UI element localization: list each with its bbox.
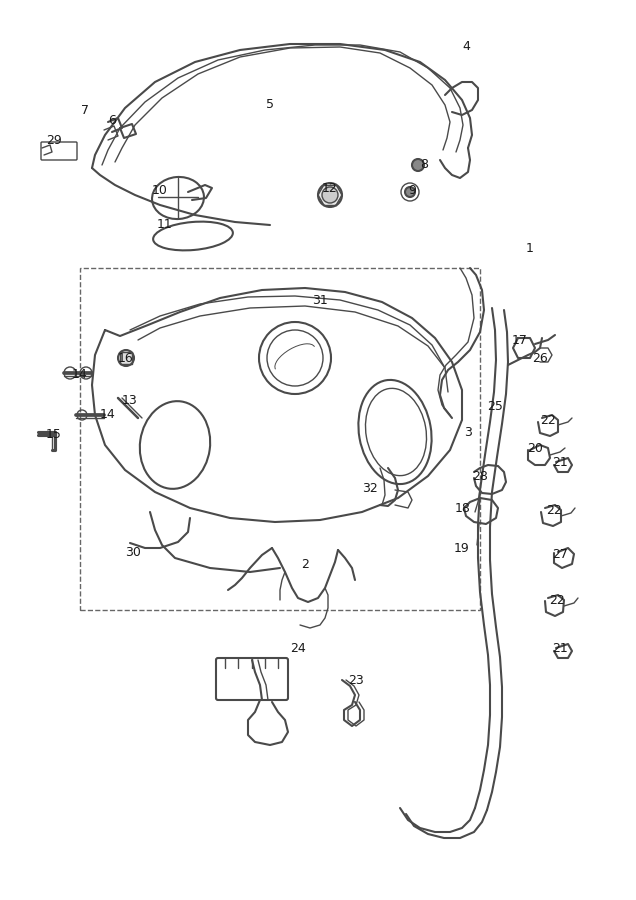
Text: 32: 32 (362, 482, 378, 494)
Circle shape (405, 187, 415, 197)
Circle shape (322, 187, 338, 203)
Text: 22: 22 (546, 503, 562, 517)
Text: 7: 7 (81, 104, 89, 116)
Text: 9: 9 (408, 184, 416, 196)
Text: 8: 8 (420, 158, 428, 172)
Text: 3: 3 (464, 426, 472, 438)
Text: 26: 26 (532, 352, 548, 365)
Circle shape (318, 183, 342, 207)
Text: 19: 19 (454, 542, 470, 554)
Text: 29: 29 (46, 133, 62, 147)
Text: 5: 5 (266, 98, 274, 112)
Text: 21: 21 (552, 455, 568, 469)
Text: 24: 24 (290, 642, 306, 654)
Text: 30: 30 (125, 545, 141, 559)
Text: 13: 13 (122, 393, 138, 407)
Text: 23: 23 (348, 673, 364, 687)
Text: 27: 27 (552, 548, 568, 562)
Text: 10: 10 (152, 184, 168, 196)
Text: 25: 25 (487, 400, 503, 412)
Text: 18: 18 (455, 501, 471, 515)
Text: 21: 21 (552, 642, 568, 654)
Text: 15: 15 (46, 428, 62, 442)
Text: 1: 1 (526, 241, 534, 255)
Text: 11: 11 (157, 219, 173, 231)
Text: 31: 31 (312, 293, 328, 307)
Text: 28: 28 (472, 470, 488, 482)
Text: 16: 16 (118, 352, 134, 365)
Text: 20: 20 (527, 442, 543, 454)
Circle shape (412, 159, 424, 171)
Text: 22: 22 (540, 413, 556, 427)
Text: 14: 14 (72, 368, 88, 382)
Text: 6: 6 (108, 113, 116, 127)
Text: 2: 2 (301, 559, 309, 572)
Text: 17: 17 (512, 334, 528, 346)
Text: 14: 14 (100, 409, 116, 421)
Text: 22: 22 (549, 593, 565, 607)
Text: 4: 4 (462, 40, 470, 53)
Circle shape (118, 350, 134, 366)
Text: 12: 12 (322, 182, 338, 194)
